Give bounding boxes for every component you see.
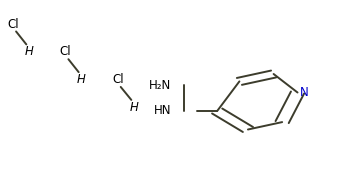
Text: Cl: Cl: [60, 45, 71, 58]
Text: Cl: Cl: [112, 73, 124, 86]
Text: H₂N: H₂N: [149, 79, 171, 92]
Text: HN: HN: [154, 105, 171, 117]
Text: Cl: Cl: [8, 18, 19, 31]
Text: H: H: [25, 45, 34, 58]
Text: H: H: [130, 101, 139, 114]
Text: H: H: [77, 73, 86, 86]
Text: N: N: [300, 86, 309, 99]
